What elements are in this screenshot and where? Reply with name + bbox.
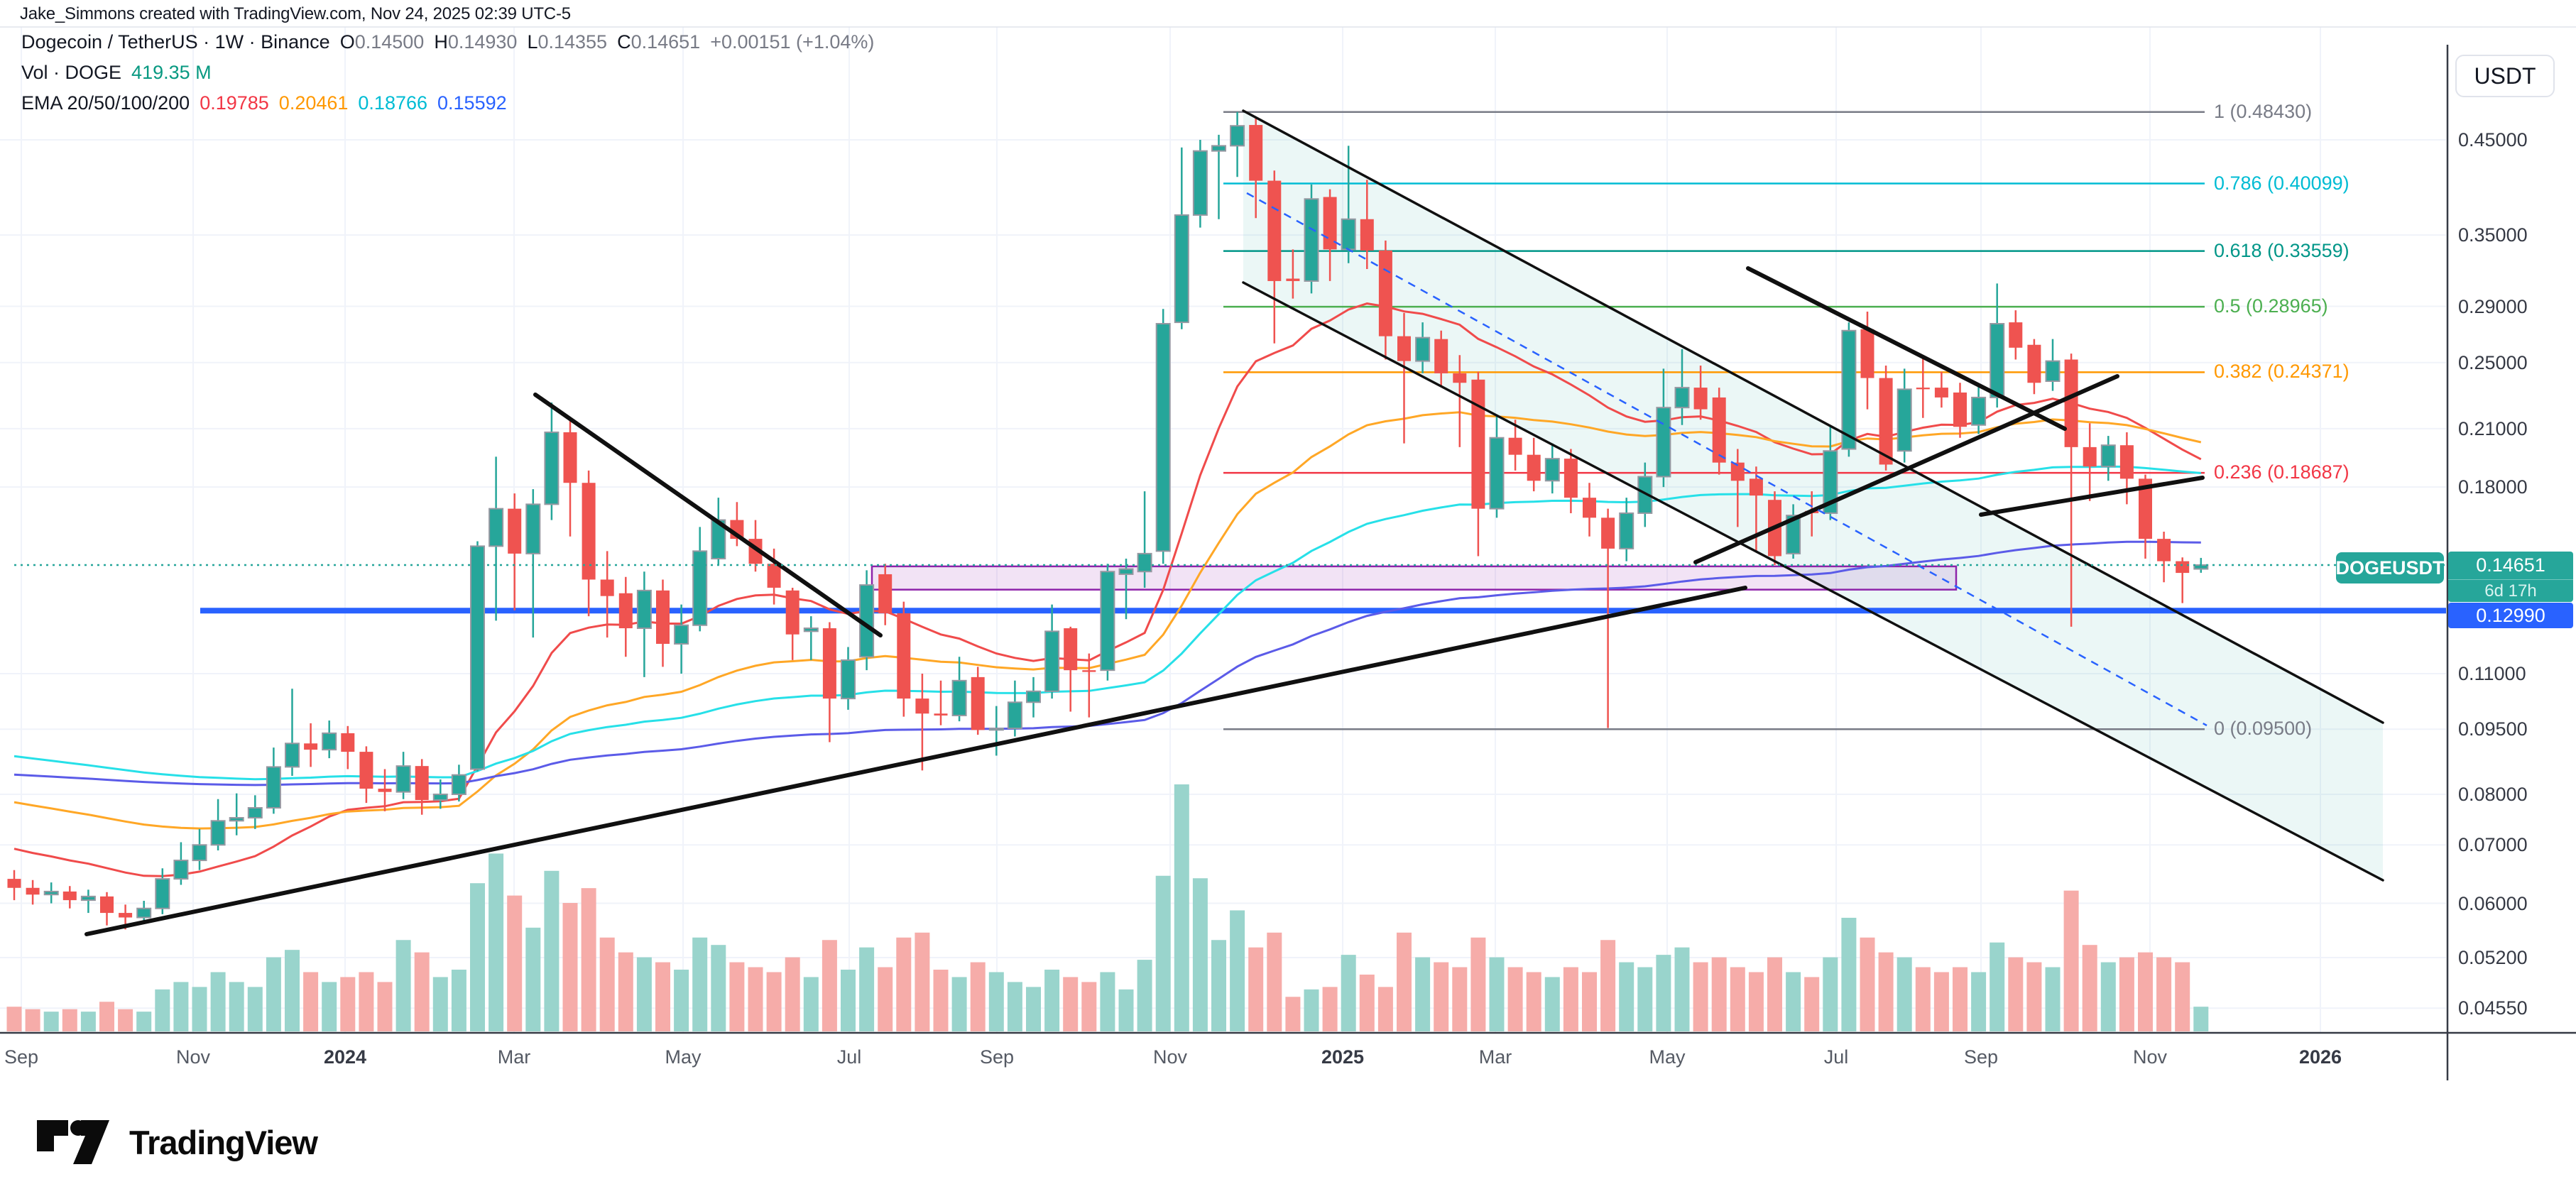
tradingview-logo-mark (37, 1120, 109, 1164)
ema100-value: 0.18766 (358, 92, 428, 114)
price-axis-label: 0.35000 (2458, 224, 2528, 246)
ohlc-low: L0.14355 (527, 31, 608, 53)
time-axis-label: Sep (979, 1046, 1015, 1068)
legend-volume-row[interactable]: Vol · DOGE 419.35 M (21, 62, 874, 92)
support-price-chip: 0.12990 (2448, 603, 2573, 628)
time-axis-label: Sep (4, 1046, 39, 1068)
price-axis-label: 0.18000 (2458, 476, 2528, 498)
symbol-price-flag[interactable]: DOGEUSDT (2335, 552, 2445, 583)
ema-label: EMA 20/50/100/200 (21, 92, 190, 114)
time-axis-label: Nov (175, 1046, 211, 1068)
volume-label: Vol · DOGE (21, 62, 122, 83)
last-price-chip: 0.14651 (2448, 552, 2573, 579)
price-axis-label: 0.04550 (2458, 997, 2528, 1019)
price-axis-label: 0.25000 (2458, 351, 2528, 373)
fib-level-label: 0.5 (0.28965) (2214, 295, 2328, 317)
fib-level-label: 1 (0.48430) (2214, 100, 2313, 122)
price-axis-label: 0.08000 (2458, 783, 2528, 805)
price-axis-label: 0.06000 (2458, 892, 2528, 914)
symbol-price-flag-label: DOGEUSDT (2335, 557, 2445, 579)
ema200-value: 0.15592 (437, 92, 507, 114)
fib-level-label: 0.618 (0.33559) (2214, 239, 2349, 261)
fib-level-label: 0 (0.09500) (2214, 718, 2313, 740)
ohlc-open: O0.14500 (339, 31, 425, 53)
fib-level-label: 0.236 (0.18687) (2214, 461, 2349, 483)
fib-level-label: 0.382 (0.24371) (2214, 361, 2349, 383)
time-axis-label: May (665, 1046, 702, 1068)
time-axis-label: 2025 (1321, 1046, 1365, 1068)
tradingview-logo[interactable]: TradingView (36, 1119, 318, 1166)
price-axis-label: 0.29000 (2458, 295, 2528, 317)
time-axis-label: Mar (1478, 1046, 1512, 1068)
time-axis-label: Mar (497, 1046, 531, 1068)
time-axis-label: Jul (836, 1046, 862, 1068)
bar-countdown-chip: 6d 17h (2448, 579, 2573, 602)
ema50-value: 0.20461 (278, 92, 349, 114)
ohlc-high: H0.14930 (434, 31, 518, 53)
price-axis-label: 0.45000 (2458, 129, 2528, 150)
price-change: +0.00151 (+1.04%) (710, 31, 875, 53)
attribution-text: Jake_Simmons created with TradingView.co… (20, 4, 571, 23)
support-price-value: 0.12990 (2476, 604, 2545, 626)
price-axis-label: 0.05200 (2458, 946, 2528, 968)
bar-countdown-value: 6d 17h (2484, 581, 2537, 601)
quote-currency-label: USDT (2474, 62, 2536, 89)
legend-ema-row[interactable]: EMA 20/50/100/200 0.19785 0.20461 0.1876… (21, 92, 874, 123)
price-axis-label: 0.07000 (2458, 834, 2528, 856)
attribution-bar: Jake_Simmons created with TradingView.co… (20, 4, 571, 24)
price-axis-label: 0.09500 (2458, 718, 2528, 740)
legend-symbol-row[interactable]: Dogecoin / TetherUS · 1W · Binance O0.14… (21, 31, 874, 62)
time-axis-label: Jul (1823, 1046, 1849, 1068)
price-axis-label: 0.21000 (2458, 417, 2528, 439)
time-axis-label: 2024 (323, 1046, 367, 1068)
time-axis-label: Sep (1963, 1046, 1999, 1068)
time-axis-label: 2026 (2298, 1046, 2342, 1068)
symbol-title[interactable]: Dogecoin / TetherUS · 1W · Binance (21, 31, 330, 53)
fib-level-label: 0.786 (0.40099) (2214, 172, 2349, 194)
tradingview-wordmark: TradingView (129, 1123, 318, 1161)
ema20-value: 0.19785 (200, 92, 269, 114)
quote-currency-chip[interactable]: USDT (2455, 55, 2555, 97)
ohlc-close: C0.14651 (617, 31, 701, 53)
volume-value: 419.35 M (131, 62, 212, 83)
time-axis-label: Nov (1152, 1046, 1188, 1068)
price-axis-label: 0.11000 (2458, 662, 2526, 684)
time-axis-label: May (1649, 1046, 1686, 1068)
time-axis-label: Nov (2132, 1046, 2168, 1068)
last-price-value: 0.14651 (2476, 554, 2545, 576)
legend: Dogecoin / TetherUS · 1W · Binance O0.14… (21, 31, 874, 123)
